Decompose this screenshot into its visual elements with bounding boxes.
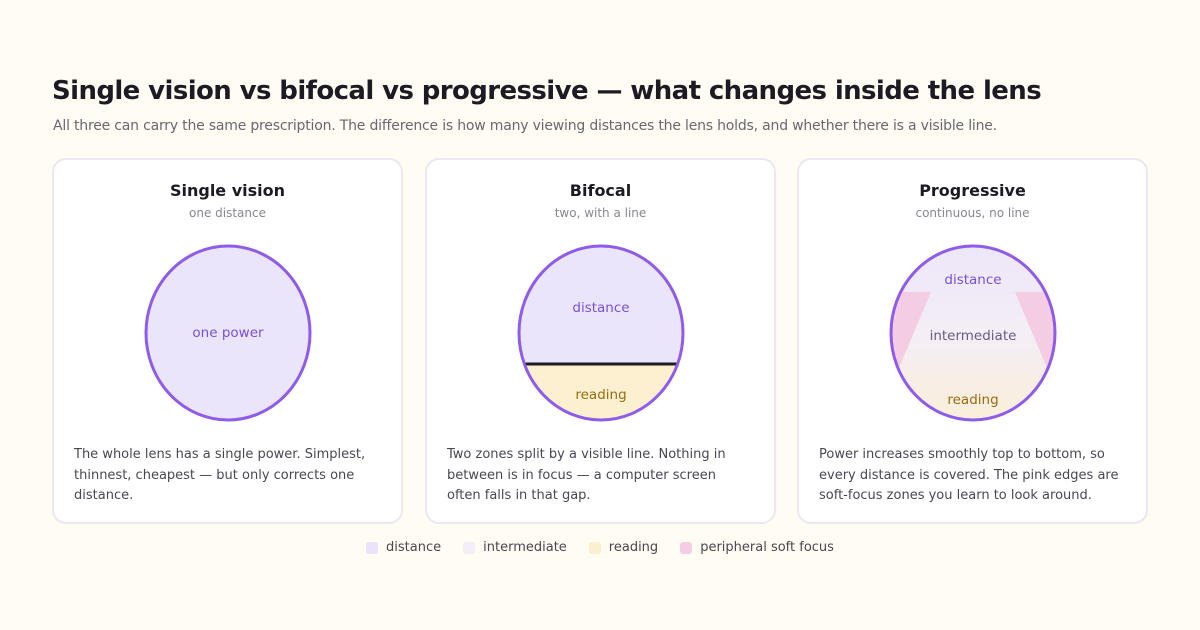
card-title: Progressive	[919, 181, 1026, 200]
soft-focus-edge	[1015, 292, 1055, 368]
legend-item: intermediate	[463, 540, 567, 555]
card: Progressive continuous, no line distance…	[797, 158, 1148, 524]
legend-item: reading	[588, 540, 659, 555]
subtitle: All three can carry the same prescriptio…	[53, 118, 997, 134]
zone-label: reading	[947, 392, 998, 408]
card-description: Power increases smoothly top to bottom, …	[819, 447, 1119, 503]
title: Single vision vs bifocal vs progressive …	[52, 76, 1042, 106]
legend-label: reading	[608, 540, 659, 555]
card-description: The whole lens has a single power. Simpl…	[74, 447, 366, 503]
legend-item: distance	[366, 540, 441, 555]
lens-outline	[517, 244, 685, 422]
lens: distance intermediate reading	[889, 244, 1057, 422]
lens-outline	[889, 244, 1057, 422]
card-subtitle: one distance	[189, 206, 266, 220]
card: Single vision one distance one power The…	[52, 158, 403, 524]
soft-focus-edge	[891, 292, 931, 368]
card-subtitle: two, with a line	[554, 206, 647, 220]
legend-item: peripheral soft focus	[680, 540, 834, 555]
card-title: Single vision	[169, 181, 286, 200]
zone-label: distance	[572, 300, 629, 316]
lens-body	[144, 244, 312, 422]
legend: distance intermediate reading peripheral…	[0, 540, 1200, 555]
zone-label: intermediate	[930, 328, 1017, 344]
card-description: Two zones split by a visible line. Nothi…	[447, 447, 726, 503]
card-title: Bifocal	[569, 181, 632, 200]
progressive-zone	[891, 246, 1055, 420]
zone-label: one power	[192, 325, 264, 341]
lens: one power	[144, 244, 312, 422]
zone-label: distance	[944, 272, 1001, 288]
card-subtitle: continuous, no line	[915, 206, 1030, 220]
legend-label: peripheral soft focus	[700, 540, 834, 555]
card: Bifocal two, with a line distance readin…	[425, 158, 776, 524]
legend-label: intermediate	[483, 540, 567, 555]
legend-label: distance	[386, 540, 442, 555]
zone-label: reading	[575, 387, 626, 403]
lens: distance reading	[517, 244, 685, 422]
